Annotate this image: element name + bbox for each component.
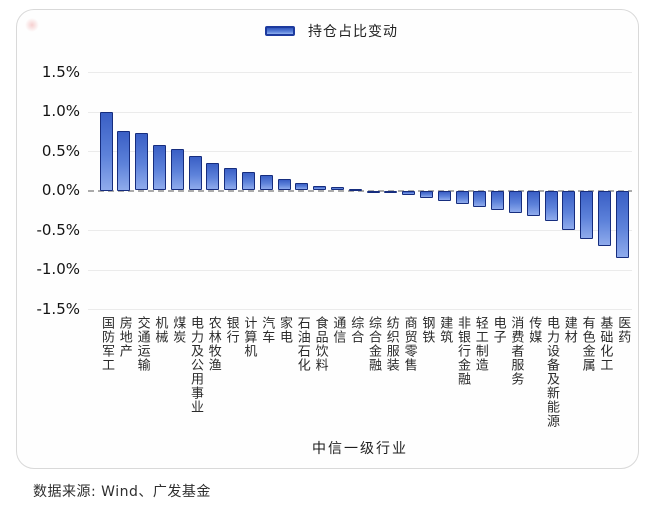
x-axis-category-label: 纺织服装 <box>383 316 399 372</box>
x-axis-category-label: 电子 <box>490 316 506 344</box>
bar <box>473 190 487 208</box>
x-axis-category-label: 机械 <box>152 316 168 344</box>
bar <box>615 190 629 258</box>
x-axis-category-label: 基础化工 <box>597 316 613 372</box>
x-axis-category-label: 商贸零售 <box>401 316 417 372</box>
x-axis-category-label: 煤炭 <box>170 316 186 344</box>
data-source-note: 数据来源: Wind、广发基金 <box>33 484 211 500</box>
y-axis-tick-label: -0.5% <box>36 220 80 239</box>
bar <box>259 175 273 191</box>
bar <box>135 132 149 191</box>
bar <box>330 187 344 191</box>
x-axis-category-label: 银行 <box>223 316 239 344</box>
bar <box>508 190 522 213</box>
bar <box>580 190 594 240</box>
x-axis-category-label: 电力及公用事业 <box>188 316 203 414</box>
bar <box>544 190 558 221</box>
bar <box>526 190 540 216</box>
x-axis-category-label: 石油石化 <box>294 316 310 372</box>
y-axis-tick-label: 1.5% <box>41 62 80 81</box>
bar <box>241 171 255 191</box>
bar <box>597 190 611 246</box>
gridline <box>88 230 632 231</box>
bar <box>419 190 433 198</box>
bar <box>402 190 416 196</box>
x-axis-category-label: 通信 <box>330 316 346 344</box>
legend: 持仓占比变动 <box>0 21 663 41</box>
y-axis-tick-label: -1.0% <box>36 260 80 278</box>
x-axis-category-label: 建筑 <box>437 316 453 344</box>
x-axis-category-label: 综合金融 <box>366 316 381 372</box>
x-axis-category-label: 农林牧渔 <box>205 316 221 372</box>
x-axis-category-label: 消费者服务 <box>508 316 524 386</box>
gridline <box>88 111 632 113</box>
bar <box>295 183 309 191</box>
bar <box>437 190 451 201</box>
chart-card <box>16 9 639 469</box>
y-axis-tick-label: 1.0% <box>41 102 80 120</box>
bar <box>313 185 327 191</box>
gridline <box>88 309 632 310</box>
bar <box>366 190 380 193</box>
bar <box>117 131 131 191</box>
bar <box>152 144 166 191</box>
x-axis-category-label: 计算机 <box>241 316 257 358</box>
x-axis-category-label: 轻工制造 <box>472 316 488 372</box>
gridline <box>88 269 632 271</box>
bar <box>455 190 469 204</box>
x-axis-category-label: 电力设备及新能源 <box>544 316 559 428</box>
y-axis-tick-label: 0.5% <box>41 141 80 160</box>
bar <box>170 149 184 191</box>
x-axis-category-label: 汽车 <box>259 316 275 344</box>
x-axis-category-label: 钢铁 <box>419 316 435 344</box>
bar <box>277 179 291 191</box>
x-axis-category-label: 医药 <box>615 316 631 344</box>
x-axis-category-label: 非银行金融 <box>455 316 470 386</box>
y-axis-tick-label: -1.5% <box>36 299 80 318</box>
x-axis-category-label: 国防军工 <box>99 316 114 372</box>
bar <box>99 111 113 191</box>
gridline <box>88 151 632 152</box>
x-axis-category-label: 综合 <box>348 316 364 344</box>
x-axis-category-label: 食品饮料 <box>312 316 328 372</box>
x-axis-title: 中信一级行业 <box>312 441 408 457</box>
red-artifact-mark <box>25 18 39 32</box>
x-axis-category-label: 建材 <box>561 316 577 344</box>
legend-label: 持仓占比变动 <box>308 24 398 40</box>
x-axis-category-label: 传媒 <box>526 316 542 344</box>
x-axis-category-label: 有色金属 <box>579 316 595 372</box>
bar <box>562 190 576 230</box>
bar <box>348 188 362 191</box>
bar <box>188 155 202 191</box>
bar <box>491 190 505 211</box>
x-axis-category-label: 交通运输 <box>134 316 150 372</box>
x-axis-category-label: 家电 <box>277 316 292 344</box>
legend-bar-swatch-icon <box>265 26 295 36</box>
y-axis-tick-label: 0.0% <box>41 181 80 199</box>
bar <box>224 167 238 191</box>
bar <box>206 162 220 191</box>
bar <box>384 190 398 193</box>
gridline <box>88 72 632 73</box>
x-axis-category-label: 房地产 <box>116 316 132 358</box>
